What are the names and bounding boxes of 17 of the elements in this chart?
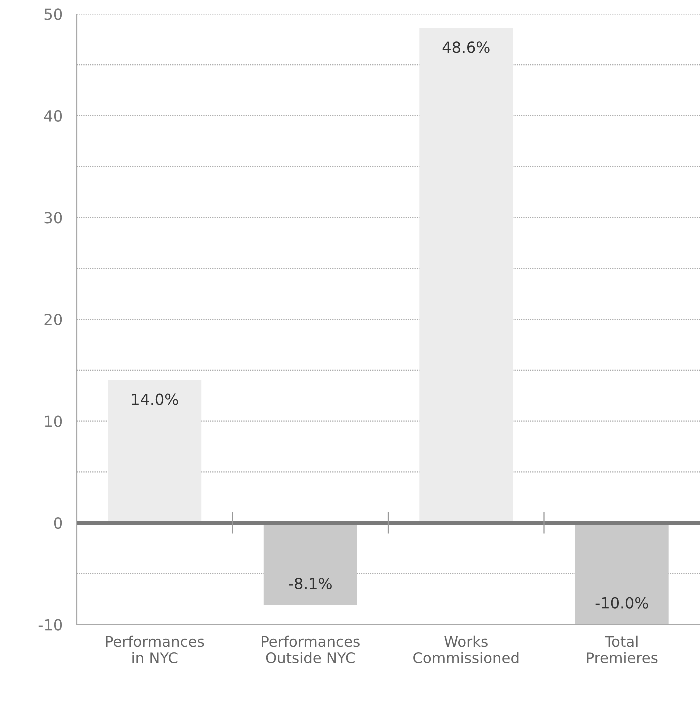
- y-tick-label: 10: [45, 416, 62, 428]
- y-tick-label: 20: [44, 314, 62, 326]
- data-label: 14.0%: [132, 394, 178, 406]
- x-tick-label: Performances Outside NYC: [262, 636, 360, 664]
- y-tick-label: 30: [44, 212, 62, 224]
- y-tick-label: 40: [44, 110, 62, 122]
- x-tick-label: Performances in NYC: [106, 636, 204, 664]
- x-tick-label: Total Premieres: [587, 636, 658, 664]
- data-label: -10.0%: [596, 597, 648, 609]
- bar: [264, 523, 358, 606]
- y-tick-label: -10: [38, 619, 62, 631]
- data-label: -8.1%: [289, 578, 332, 590]
- y-tick-label: 50: [44, 8, 62, 20]
- y-tick-label: 0: [54, 518, 62, 530]
- bar: [575, 523, 669, 625]
- data-label: 48.6%: [442, 42, 490, 54]
- x-tick-label: Works Commissioned: [414, 636, 519, 664]
